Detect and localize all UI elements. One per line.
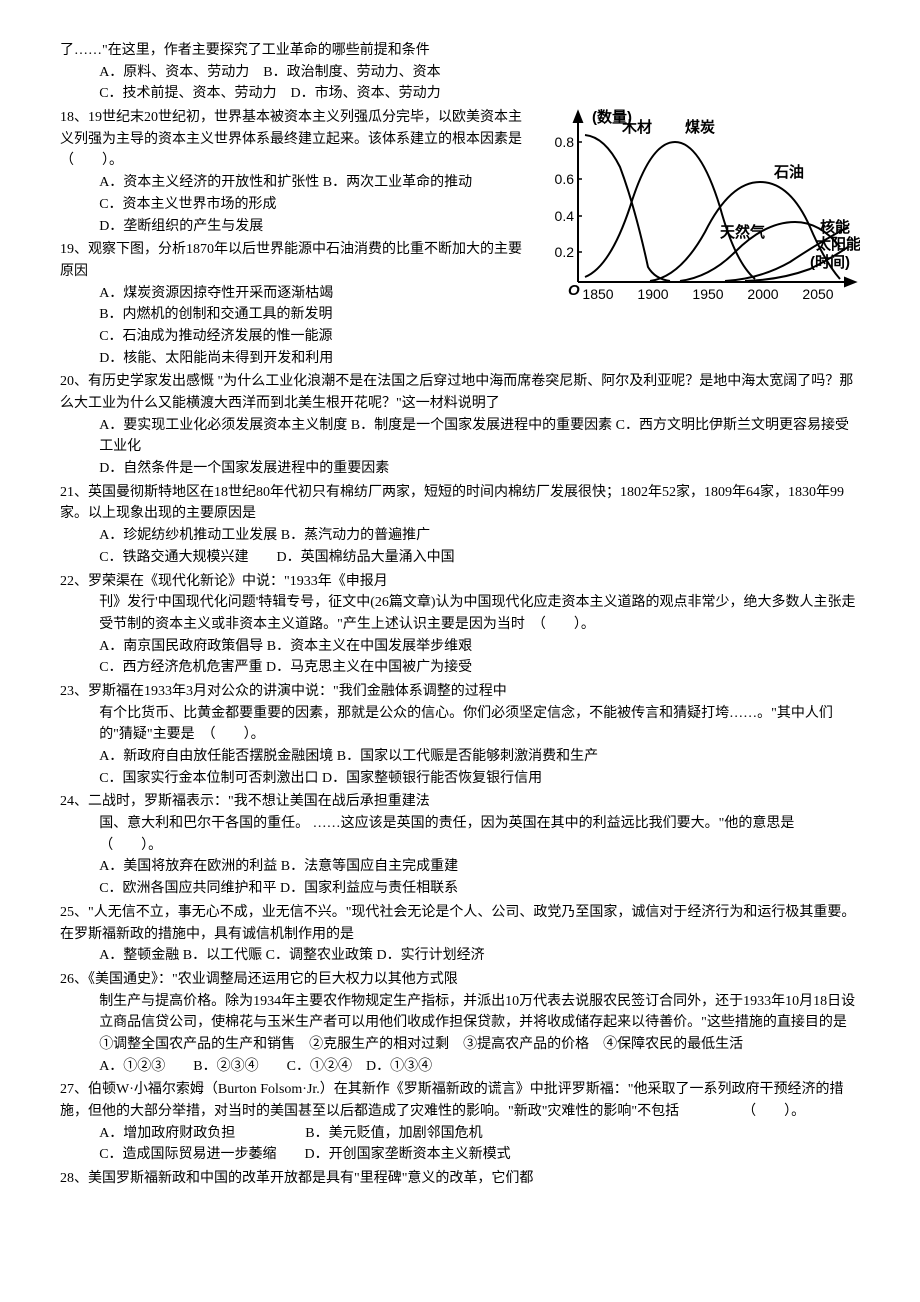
q28-stem: 28、美国罗斯福新政和中国的改革开放都是具有"里程碑"意义的改革，它们都: [60, 1168, 860, 1190]
q23-opt-a: A．新政府自由放任能否摆脱金融困境 B．国家以工代赈是否能够刺激消费和生产: [60, 746, 860, 768]
q25-stem: 25、"人无信不立，事无心不成，业无信不兴。"现代社会无论是个人、公司、政党乃至…: [60, 902, 860, 945]
q20-stem: 20、有历史学家发出感慨 "为什么工业化浪潮不是在法国之后穿过地中海而席卷突尼斯…: [60, 371, 860, 414]
series-coal: 煤炭: [685, 118, 715, 136]
q22-opt-c: C．西方经济危机危害严重 D．马克思主义在中国被广为接受: [60, 657, 860, 679]
intro-continuation: 了……"在这里，作者主要探究了工业革命的哪些前提和条件 A．原料、资本、劳动力 …: [60, 40, 860, 105]
q25-opt-a: A．整顿金融 B．以工代赈 C．调整农业政策 D．实行计划经济: [60, 945, 860, 967]
series-nuclear: 核能: [820, 218, 850, 236]
chart-svg: (数量) (时间) O 0.8 0.6 0.4 0.2 1850 1900 19…: [530, 107, 860, 307]
x-axis-label: (时间): [810, 253, 850, 271]
q23-cont: 有个比货币、比黄金都要重要的因素，那就是公众的信心。你们必须坚定信念，不能被传言…: [60, 703, 860, 746]
xtick-2050: 2050: [802, 286, 833, 302]
series-wood: 木材: [621, 118, 652, 136]
q20-opt-d: D．自然条件是一个国家发展进程中的重要因素: [60, 458, 860, 480]
series-solar: 太阳能: [816, 235, 860, 253]
q23-stem: 23、罗斯福在1933年3月对公众的讲演中说："我们金融体系调整的过程中: [60, 681, 860, 703]
origin-label: O: [568, 282, 580, 299]
q19-opt-d: D．核能、太阳能尚未得到开发和利用: [60, 348, 860, 370]
question-25: 25、"人无信不立，事无心不成，业无信不兴。"现代社会无论是个人、公司、政党乃至…: [60, 902, 860, 967]
question-20: 20、有历史学家发出感慨 "为什么工业化浪潮不是在法国之后穿过地中海而席卷突尼斯…: [60, 371, 860, 479]
q19-opt-c: C．石油成为推动经济发展的惟一能源: [60, 326, 860, 348]
series-gas: 天然气: [720, 223, 765, 241]
q21-opt-c: C．铁路交通大规模兴建 D．英国棉纺品大量涌入中国: [60, 547, 860, 569]
question-24: 24、二战时，罗斯福表示："我不想让美国在战后承担重建法 国、意大利和巴尔干各国…: [60, 791, 860, 899]
ytick-08: 0.8: [555, 134, 575, 150]
question-27: 27、伯顿W·小福尔索姆（Burton Folsom·Jr.）在其新作《罗斯福新…: [60, 1079, 860, 1166]
q24-opt-a: A．美国将放弃在欧洲的利益 B．法意等国应自主完成重建: [60, 856, 860, 878]
q22-opt-a: A．南京国民政府政策倡导 B．资本主义在中国发展举步维艰: [60, 636, 860, 658]
q24-stem: 24、二战时，罗斯福表示："我不想让美国在战后承担重建法: [60, 791, 860, 813]
xtick-1950: 1950: [692, 286, 723, 302]
series-oil: 石油: [773, 163, 804, 181]
ytick-04: 0.4: [555, 208, 575, 224]
q21-opt-a: A．珍妮纺纱机推动工业发展 B．蒸汽动力的普遍推广: [60, 525, 860, 547]
q23-opt-c: C．国家实行金本位制可否刺激出口 D．国家整顿银行能否恢复银行信用: [60, 768, 860, 790]
q24-opt-c: C．欧洲各国应共同维护和平 D．国家利益应与责任相联系: [60, 878, 860, 900]
intro-option-c: C．技术前提、资本、劳动力 D．市场、资本、劳动力: [60, 83, 860, 105]
q27-opt-a: A．增加政府财政负担 B．美元贬值，加剧邻国危机: [60, 1123, 860, 1145]
page: 了……"在这里，作者主要探究了工业革命的哪些前提和条件 A．原料、资本、劳动力 …: [60, 40, 860, 1190]
question-21: 21、英国曼彻斯特地区在18世纪80年代初只有棉纺厂两家，短短的时间内棉纺厂发展…: [60, 482, 860, 569]
q22-cont: 刊》发行'中国现代化问题'特辑专号，征文中(26篇文章)认为中国现代化应走资本主…: [60, 592, 860, 635]
q20-opt-a: A．要实现工业化必须发展资本主义制度 B．制度是一个国家发展进程中的重要因素 C…: [60, 415, 860, 458]
q22-stem: 22、罗荣渠在《现代化新论》中说："1933年《申报月: [60, 571, 860, 593]
question-22: 22、罗荣渠在《现代化新论》中说："1933年《申报月 刊》发行'中国现代化问题…: [60, 571, 860, 679]
xtick-1850: 1850: [582, 286, 613, 302]
ytick-06: 0.6: [555, 171, 575, 187]
question-23: 23、罗斯福在1933年3月对公众的讲演中说："我们金融体系调整的过程中 有个比…: [60, 681, 860, 789]
ytick-02: 0.2: [555, 244, 575, 260]
xtick-2000: 2000: [747, 286, 778, 302]
intro-text: 了……"在这里，作者主要探究了工业革命的哪些前提和条件: [60, 40, 860, 62]
q26-stem: 26、《美国通史》："农业调整局还运用它的巨大权力以其他方式限: [60, 969, 860, 991]
q24-cont: 国、意大利和巴尔干各国的重任。 ……这应该是英国的责任，因为英国在其中的利益远比…: [60, 813, 860, 856]
q26-opt-a: A．①②③ B．②③④ C．①②④ D．①③④: [60, 1056, 860, 1078]
intro-option-a: A．原料、资本、劳动力 B．政治制度、劳动力、资本: [60, 62, 860, 84]
q27-stem: 27、伯顿W·小福尔索姆（Burton Folsom·Jr.）在其新作《罗斯福新…: [60, 1079, 860, 1122]
q26-cont: 制生产与提高价格。除为1934年主要农作物规定生产指标，并派出10万代表去说服农…: [60, 991, 860, 1056]
question-26: 26、《美国通史》："农业调整局还运用它的巨大权力以其他方式限 制生产与提高价格…: [60, 969, 860, 1077]
q21-stem: 21、英国曼彻斯特地区在18世纪80年代初只有棉纺厂两家，短短的时间内棉纺厂发展…: [60, 482, 860, 525]
q19-opt-b: B．内燃机的创制和交通工具的新发明: [60, 304, 860, 326]
q27-opt-c: C．造成国际贸易进一步萎缩 D．开创国家垄断资本主义新模式: [60, 1144, 860, 1166]
xtick-1900: 1900: [637, 286, 668, 302]
energy-chart: (数量) (时间) O 0.8 0.6 0.4 0.2 1850 1900 19…: [530, 107, 860, 307]
question-28: 28、美国罗斯福新政和中国的改革开放都是具有"里程碑"意义的改革，它们都: [60, 1168, 860, 1190]
